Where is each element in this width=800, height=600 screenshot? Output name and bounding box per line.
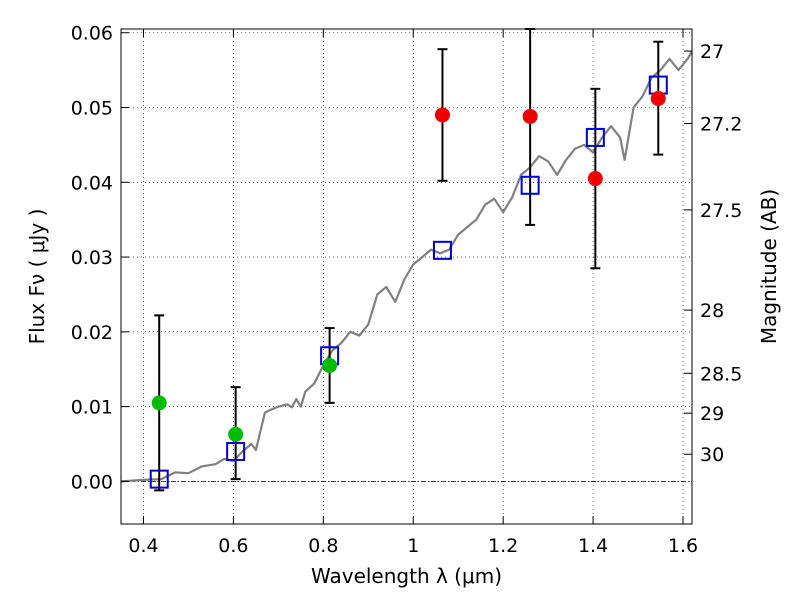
y-tick-label: 0.00 xyxy=(71,471,113,493)
y-tick-label: 0.03 xyxy=(71,247,113,269)
model-band-square xyxy=(432,240,452,260)
model-band-square xyxy=(585,127,605,147)
x-tick-label: 0.8 xyxy=(308,535,338,557)
model-band-square xyxy=(226,441,246,461)
x-axis-title: Wavelength λ (μm) xyxy=(311,564,502,588)
model-spectrum-line xyxy=(120,50,693,483)
observed-flux-point xyxy=(322,357,338,373)
y-tick-label: 0.04 xyxy=(71,172,113,194)
right-tick-label: 28.5 xyxy=(700,363,742,385)
observed-flux-point xyxy=(151,395,167,411)
x-axis: 0.4 0.6 0.8 1 1.2 1.4 1.6 xyxy=(128,29,698,557)
grid-lines xyxy=(121,29,692,524)
y-tick-label: 0.05 xyxy=(71,98,113,120)
x-tick-label: 1 xyxy=(407,535,419,557)
y-tick-label: 0.01 xyxy=(71,397,113,419)
x-tick-label: 1.2 xyxy=(488,535,518,557)
model-band-square xyxy=(149,469,169,489)
x-tick-label: 1.6 xyxy=(668,535,698,557)
y-tick-label: 0.06 xyxy=(71,23,113,45)
right-axis-title: Magnitude (AB) xyxy=(757,189,781,344)
observed-flux-point xyxy=(522,108,538,124)
y-tick-label: 0.02 xyxy=(71,322,113,344)
observed-flux-point xyxy=(587,171,603,187)
right-tick-label: 28 xyxy=(700,300,724,322)
x-tick-label: 1.4 xyxy=(578,535,608,557)
y-axis-title: Flux Fν ( μJy ) xyxy=(25,209,49,345)
x-tick-label: 0.6 xyxy=(218,535,248,557)
right-magnitude-axis: 27 27.2 27.5 28 28.5 29 30 xyxy=(684,41,742,466)
right-tick-label: 30 xyxy=(700,444,724,466)
observed-flux-point xyxy=(228,426,244,442)
y-axis: 0.00 0.01 0.02 0.03 0.04 0.05 0.06 xyxy=(71,23,129,493)
right-tick-label: 29 xyxy=(700,403,724,425)
right-tick-label: 27 xyxy=(700,41,724,63)
x-tick-label: 0.4 xyxy=(128,535,158,557)
model-band-square xyxy=(520,175,540,195)
observed-flux-point xyxy=(434,107,450,123)
plot-area xyxy=(120,28,693,492)
right-tick-label: 27.5 xyxy=(700,200,742,222)
right-tick-label: 27.2 xyxy=(700,113,742,135)
plot-frame xyxy=(120,28,693,525)
observed-flux-point xyxy=(650,91,666,107)
